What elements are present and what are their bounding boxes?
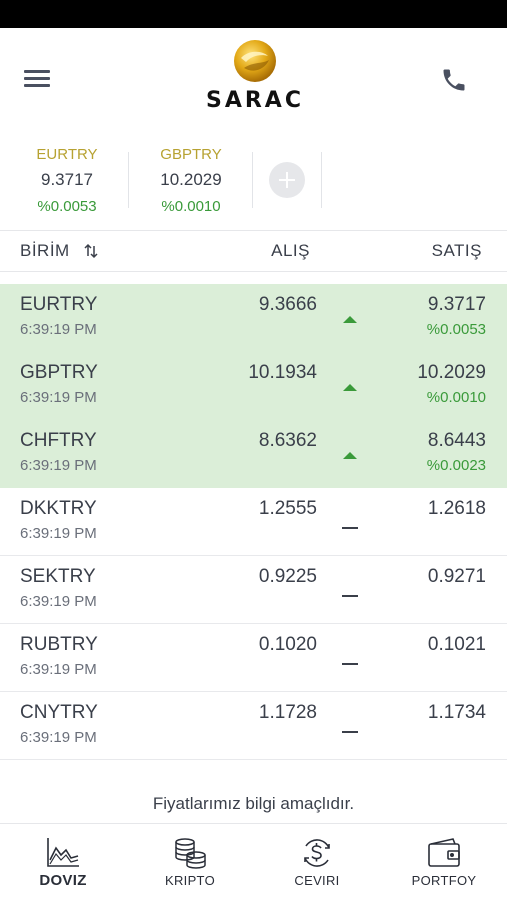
rate-row-chftry[interactable]: CHFTRY 6:39:19 PM 8.6362 8.6443 %0.0023 [0,420,507,488]
rate-buy: 10.1934 [248,362,317,383]
trend-flat-icon [342,595,358,597]
disclaimer-text: Fiyatlarımız bilgi amaçlıdır. [152,794,355,813]
rate-sell: 9.3717 [427,294,486,315]
rate-change: %0.0010 [426,389,486,406]
nav-label: CEVIRI [294,873,340,888]
add-favorite-button[interactable] [269,162,305,198]
hamburger-menu-icon[interactable] [24,68,52,90]
rate-time: 6:39:19 PM [20,661,97,678]
nav-label: DOVIZ [39,872,87,889]
rate-sell: 1.1734 [427,702,486,723]
rate-row-rubtry[interactable]: RUBTRY 6:39:19 PM 0.1020 0.1021 [0,624,507,692]
coin-stack-icon [175,838,206,869]
rate-time: 6:39:19 PM [20,457,97,474]
rate-row-sektry[interactable]: SEKTRY 6:39:19 PM 0.9225 0.9271 [0,556,507,624]
brand-name: SARAC [206,88,304,113]
phone-icon[interactable] [440,66,468,94]
rate-sell: 0.1021 [427,634,486,655]
nav-label: PORTFOY [411,873,477,888]
rate-code: CNYTRY [20,702,98,723]
rate-code: GBPTRY [20,362,98,383]
rate-row-eurtry[interactable]: EURTRY 6:39:19 PM 9.3666 9.3717 %0.0053 [0,284,507,352]
rate-buy: 8.6362 [258,430,317,451]
trend-up-icon [343,452,357,459]
rate-code: CHFTRY [20,430,97,451]
favorite-card-gbptry[interactable]: GBPTRY 10.2029 %0.0010 [140,144,242,222]
rate-time: 6:39:19 PM [20,321,97,338]
rate-sell: 1.2618 [427,498,486,519]
trend-up-icon [343,384,357,391]
favorite-card-eurtry[interactable]: EURTRY 9.3717 %0.0053 [16,144,118,222]
rate-code: SEKTRY [20,566,96,587]
status-bar [0,0,507,28]
rate-row-cnytry[interactable]: CNYTRY 6:39:19 PM 1.1728 1.1734 [0,692,507,760]
favorite-divider [321,152,322,208]
rate-buy: 9.3666 [258,294,317,315]
nav-doviz[interactable]: DOVIZ [0,824,126,900]
rate-buy: 0.1020 [258,634,317,655]
rate-list: EURTRY 6:39:19 PM 9.3666 9.3717 %0.0053 GBPTR… [0,284,507,760]
wallet-icon [428,838,460,867]
rate-time: 6:39:19 PM [20,593,97,610]
rate-code: EURTRY [20,294,98,315]
favorite-code: GBPTRY [160,146,222,163]
rate-code: DKKTRY [20,498,97,519]
line-chart-icon [47,838,79,867]
rate-time: 6:39:19 PM [20,525,97,542]
rate-time: 6:39:19 PM [20,729,97,746]
rate-sell: 10.2029 [417,362,486,383]
rate-buy: 1.2555 [258,498,317,519]
rate-buy: 1.1728 [258,702,317,723]
favorite-divider [252,152,253,208]
rate-code: RUBTRY [20,634,98,655]
trend-flat-icon [342,527,358,529]
favorite-divider [128,152,129,208]
logo-mark-icon [234,40,276,82]
brand-logo: SARAC [190,38,320,114]
table-header: BİRİM ALIŞ SATIŞ [0,230,507,272]
rate-sell: 0.9271 [427,566,486,587]
rate-buy: 0.9225 [258,566,317,587]
favorites-strip: EURTRY 9.3717 %0.0053 GBPTRY 10.2029 %0.… [0,140,507,230]
column-header-unit[interactable]: BİRİM [20,241,70,260]
trend-flat-icon [342,731,358,733]
rate-row-dkktry[interactable]: DKKTRY 6:39:19 PM 1.2555 1.2618 [0,488,507,556]
sort-icon[interactable] [84,243,98,259]
nav-ceviri[interactable]: CEVIRI [254,824,380,900]
favorite-change: %0.0010 [161,198,221,215]
favorite-price: 9.3717 [41,170,93,189]
rate-sell: 8.6443 [427,430,486,451]
trend-up-icon [343,316,357,323]
rate-row-gbptry[interactable]: GBPTRY 6:39:19 PM 10.1934 10.2029 %0.0010 [0,352,507,420]
rate-change: %0.0023 [426,457,486,474]
bottom-nav: DOVIZ KRIPTO CE [0,823,507,900]
currency-exchange-icon [304,839,330,867]
nav-portfoy[interactable]: PORTFOY [381,824,507,900]
trend-flat-icon [342,663,358,665]
nav-label: KRIPTO [165,873,215,888]
column-header-buy: ALIŞ [271,241,310,260]
nav-kripto[interactable]: KRIPTO [127,824,253,900]
favorite-code: EURTRY [36,146,98,163]
rate-time: 6:39:19 PM [20,389,97,406]
column-header-sell: SATIŞ [431,241,482,260]
favorite-change: %0.0053 [37,198,97,215]
rate-change: %0.0053 [426,321,486,338]
favorite-price: 10.2029 [160,170,222,189]
app-header: SARAC [0,28,507,130]
